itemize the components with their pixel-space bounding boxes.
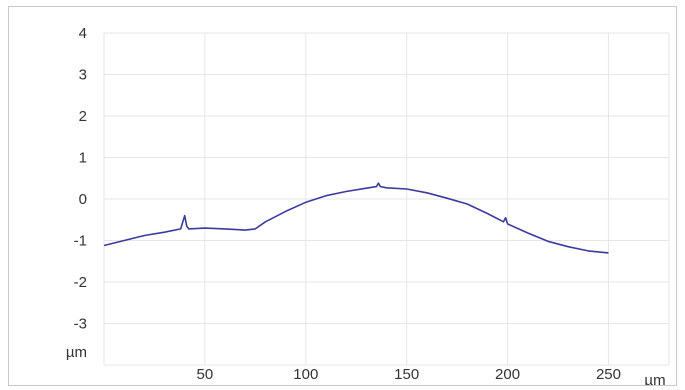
y-axis-unit-label: µm <box>66 344 87 361</box>
chart-frame: 4 3 2 1 0 -1 -2 -3 50 100 150 200 250 µm µm <box>8 6 677 386</box>
y-tick-label: 2 <box>79 108 87 125</box>
y-tick-label: 0 <box>79 191 87 208</box>
profile-chart: 4 3 2 1 0 -1 -2 -3 50 100 150 200 250 µm µm <box>66 25 670 385</box>
y-tick-label: 1 <box>79 150 87 167</box>
y-tick-label: -1 <box>74 233 87 250</box>
x-axis-unit-label: µm <box>644 372 665 385</box>
x-tick-label: 200 <box>495 366 520 383</box>
x-tick-label: 250 <box>596 366 621 383</box>
x-tick-label: 100 <box>293 366 318 383</box>
series-layer <box>103 182 609 254</box>
y-tick-label: -3 <box>74 316 87 333</box>
x-tick-label: 50 <box>197 366 214 383</box>
y-tick-label: -2 <box>74 274 87 291</box>
tick-labels: 4 3 2 1 0 -1 -2 -3 50 100 150 200 250 <box>74 25 621 383</box>
x-tick-label: 150 <box>394 366 419 383</box>
profile-series-line <box>103 182 609 254</box>
y-tick-label: 3 <box>79 67 87 84</box>
grid-layer <box>103 32 670 366</box>
y-tick-label: 4 <box>79 25 87 42</box>
